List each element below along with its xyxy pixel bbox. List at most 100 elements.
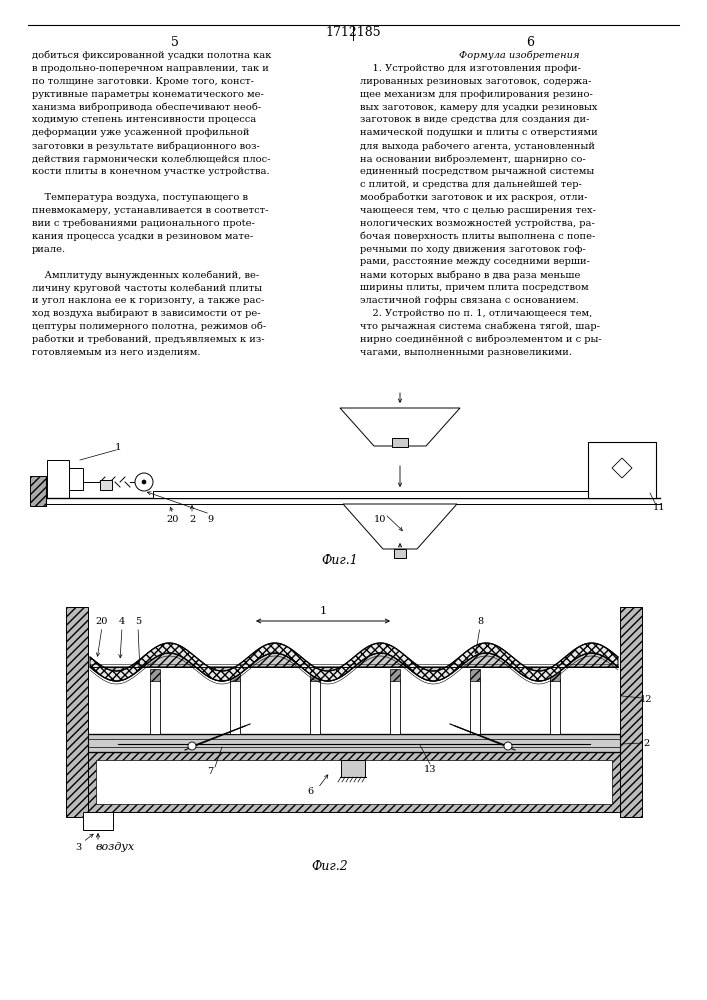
Text: речными по ходу движения заготовок гоф-: речными по ходу движения заготовок гоф-: [360, 244, 586, 253]
Text: 3: 3: [75, 842, 81, 852]
Circle shape: [504, 742, 512, 750]
Text: готовляемым из него изделиям.: готовляемым из него изделиям.: [32, 348, 201, 357]
Text: нологических возможностей устройства, ра-: нологических возможностей устройства, ра…: [360, 219, 595, 228]
Polygon shape: [340, 408, 460, 446]
Text: единенный посредством рычажной системы: единенный посредством рычажной системы: [360, 167, 595, 176]
Bar: [88, 734, 620, 752]
Text: 2. Устройство по п. 1, отличающееся тем,: 2. Устройство по п. 1, отличающееся тем,: [360, 309, 592, 318]
Text: бочая поверхность плиты выполнена с попе-: бочая поверхность плиты выполнена с попе…: [360, 232, 595, 241]
Text: эластичной гофры связана с основанием.: эластичной гофры связана с основанием.: [360, 296, 579, 305]
Text: деформации уже усаженной профильной: деформации уже усаженной профильной: [32, 128, 250, 137]
Bar: [230, 679, 240, 734]
Text: 1: 1: [115, 444, 122, 452]
Circle shape: [135, 473, 153, 491]
Bar: [69, 468, 83, 490]
Bar: [66, 607, 88, 817]
Text: на основании виброэлемент, шарнирно со-: на основании виброэлемент, шарнирно со-: [360, 154, 586, 164]
Text: 20: 20: [167, 516, 179, 524]
Bar: [47, 460, 69, 498]
Text: личину круговой частоты колебаний плиты: личину круговой частоты колебаний плиты: [32, 283, 262, 293]
Text: 11: 11: [653, 504, 665, 512]
Polygon shape: [612, 458, 632, 478]
Text: воздух: воздух: [96, 842, 135, 852]
Text: 9: 9: [207, 516, 213, 524]
Bar: [153, 491, 613, 498]
Bar: [341, 760, 365, 777]
Text: что рычажная система снабжена тягой, шар-: что рычажная система снабжена тягой, шар…: [360, 322, 600, 331]
Bar: [620, 607, 642, 817]
Bar: [150, 679, 160, 734]
Bar: [550, 669, 560, 681]
Text: с плитой, и средства для дальнейшей тер-: с плитой, и средства для дальнейшей тер-: [360, 180, 582, 189]
Bar: [230, 669, 240, 681]
Bar: [310, 679, 320, 734]
Circle shape: [142, 480, 146, 484]
Text: кания процесса усадки в резиновом мате-: кания процесса усадки в резиновом мате-: [32, 232, 253, 241]
Text: Фиг.2: Фиг.2: [312, 860, 349, 874]
Text: работки и требований, предъявляемых к из-: работки и требований, предъявляемых к из…: [32, 335, 264, 344]
Text: в продольно-поперечном направлении, так и: в продольно-поперечном направлении, так …: [32, 64, 269, 73]
Text: для выхода рабочего агента, установленный: для выхода рабочего агента, установленны…: [360, 141, 595, 151]
Text: Температура воздуха, поступающего в: Температура воздуха, поступающего в: [32, 193, 248, 202]
Text: 8: 8: [477, 616, 483, 626]
Text: 2: 2: [643, 740, 649, 748]
Text: 6: 6: [307, 788, 313, 796]
Text: лированных резиновых заготовок, содержа-: лированных резиновых заготовок, содержа-: [360, 77, 592, 86]
Text: ход воздуха выбирают в зависимости от ре-: ход воздуха выбирают в зависимости от ре…: [32, 309, 261, 318]
Text: щее механизм для профилирования резино-: щее механизм для профилирования резино-: [360, 90, 593, 99]
Bar: [96, 760, 612, 804]
Polygon shape: [343, 504, 457, 549]
Text: 2: 2: [189, 516, 195, 524]
Text: заготовки в результате вибрационного воз-: заготовки в результате вибрационного воз…: [32, 141, 260, 151]
Bar: [150, 669, 160, 681]
Bar: [310, 669, 320, 681]
Text: вии с требованиями рационального прote-: вии с требованиями рационального прote-: [32, 219, 255, 228]
Text: заготовок в виде средства для создания ди-: заготовок в виде средства для создания д…: [360, 115, 590, 124]
Text: рами, расстояние между соседними верши-: рами, расстояние между соседними верши-: [360, 257, 590, 266]
Text: действия гармонически колеблющейся плос-: действия гармонически колеблющейся плос-: [32, 154, 271, 164]
Text: ширины плиты, причем плита посредством: ширины плиты, причем плита посредством: [360, 283, 589, 292]
Text: намической подушки и плиты с отверстиями: намической подушки и плиты с отверстиями: [360, 128, 597, 137]
Text: мообработки заготовок и их раскроя, отли-: мообработки заготовок и их раскроя, отли…: [360, 193, 588, 202]
Text: руктивные параметры конематического ме-: руктивные параметры конематического ме-: [32, 90, 264, 99]
Text: 12: 12: [640, 694, 653, 704]
Bar: [88, 752, 620, 812]
Text: чагами, выполненными разновеликими.: чагами, выполненными разновеликими.: [360, 348, 572, 357]
Text: 1712185: 1712185: [325, 25, 381, 38]
Polygon shape: [90, 653, 618, 681]
Text: 7: 7: [207, 768, 213, 776]
Text: цептуры полимерного полотна, режимов об-: цептуры полимерного полотна, режимов об-: [32, 322, 267, 331]
Bar: [390, 679, 400, 734]
Polygon shape: [90, 643, 618, 681]
Text: нами которых выбрано в два раза меньше: нами которых выбрано в два раза меньше: [360, 270, 580, 280]
Bar: [83, 812, 113, 830]
Bar: [30, 476, 46, 506]
Text: по толщине заготовки. Кроме того, конст-: по толщине заготовки. Кроме того, конст-: [32, 77, 254, 86]
Text: пневмокамеру, устанавливается в соответст-: пневмокамеру, устанавливается в соответс…: [32, 206, 269, 215]
Text: добиться фиксированной усадки полотна как: добиться фиксированной усадки полотна ка…: [32, 51, 271, 60]
Text: Фиг.1: Фиг.1: [322, 554, 358, 566]
Text: 6: 6: [526, 35, 534, 48]
Text: Формула изобретения: Формула изобретения: [460, 51, 580, 60]
Text: и угол наклона ее к горизонту, а также рас-: и угол наклона ее к горизонту, а также р…: [32, 296, 264, 305]
Bar: [470, 669, 480, 681]
Bar: [550, 679, 560, 734]
Text: 1: 1: [320, 606, 327, 616]
Text: 5: 5: [171, 35, 179, 48]
Text: вых заготовок, камеру для усадки резиновых: вых заготовок, камеру для усадки резинов…: [360, 103, 597, 112]
Text: 5: 5: [135, 616, 141, 626]
Text: Амплитуду вынужденных колебаний, ве-: Амплитуду вынужденных колебаний, ве-: [32, 270, 259, 280]
Text: нирно соединённой с виброэлементом и с ры-: нирно соединённой с виброэлементом и с р…: [360, 335, 602, 344]
Circle shape: [188, 742, 196, 750]
Bar: [470, 679, 480, 734]
Text: 1. Устройство для изготовления профи-: 1. Устройство для изготовления профи-: [360, 64, 581, 73]
Bar: [588, 442, 656, 498]
Text: ходимую степень интенсивности процесса: ходимую степень интенсивности процесса: [32, 115, 256, 124]
Text: 10: 10: [374, 516, 386, 524]
Bar: [394, 549, 406, 558]
Text: 4: 4: [119, 616, 125, 626]
Bar: [100, 480, 112, 490]
Bar: [392, 438, 408, 447]
Text: 13: 13: [423, 766, 436, 774]
Text: риале.: риале.: [32, 244, 66, 253]
